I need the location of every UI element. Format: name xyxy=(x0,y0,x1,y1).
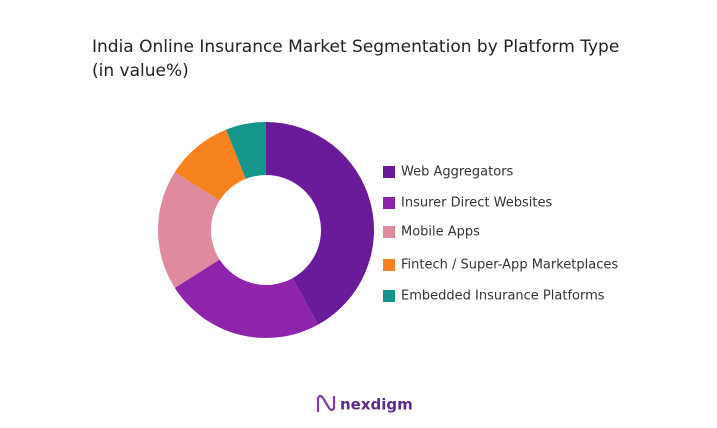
donut-segment xyxy=(226,122,266,179)
legend-label: Web Aggregators xyxy=(401,165,514,180)
legend-swatch xyxy=(383,197,395,209)
legend-label: Mobile Apps xyxy=(401,225,480,240)
donut-segment xyxy=(174,129,246,201)
chart-subtitle: (in value%) xyxy=(92,61,189,81)
donut-segment xyxy=(158,172,220,288)
legend-swatch xyxy=(383,259,395,271)
legend-swatch xyxy=(383,226,395,238)
brand-icon xyxy=(316,394,336,412)
donut-segment xyxy=(174,259,319,338)
brand-name: nexdigm xyxy=(340,396,413,414)
legend-label: Insurer Direct Websites xyxy=(401,196,552,211)
brand-logo: nexdigm xyxy=(316,394,413,414)
legend-label: Embedded Insurance Platforms xyxy=(401,289,605,304)
legend-label: Fintech / Super-App Marketplaces xyxy=(401,258,618,273)
chart-title: India Online Insurance Market Segmentati… xyxy=(92,37,619,57)
donut-segment xyxy=(266,122,374,325)
legend-swatch xyxy=(383,290,395,302)
legend-swatch xyxy=(383,166,395,178)
